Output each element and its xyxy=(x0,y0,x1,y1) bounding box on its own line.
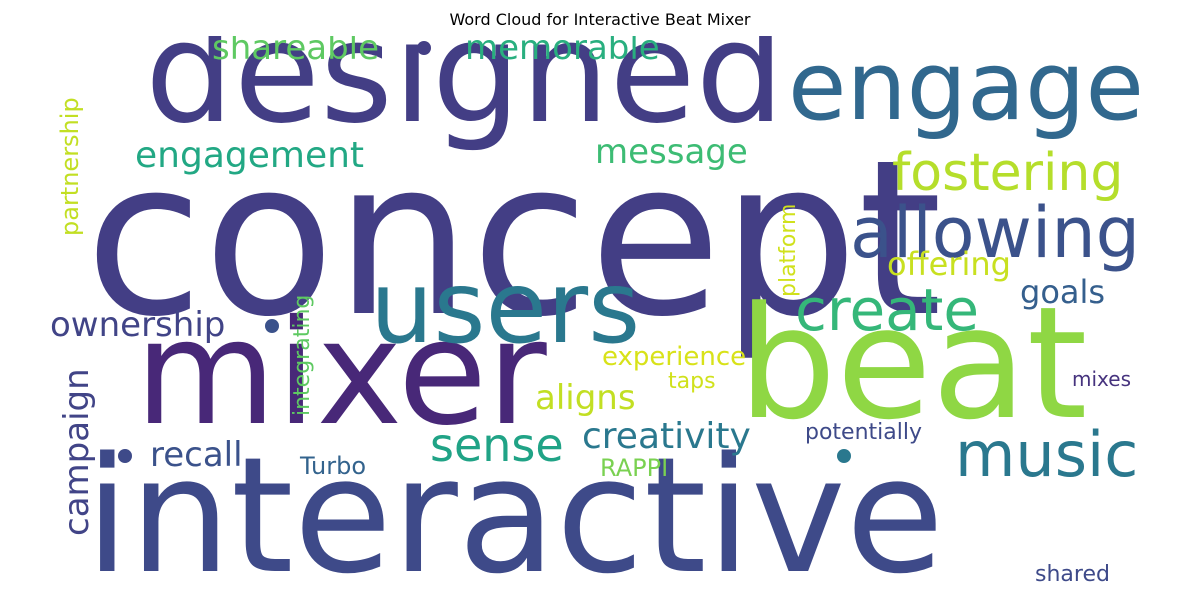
word-creativity: creativity xyxy=(582,416,751,457)
dot-mark xyxy=(417,41,431,55)
word-interactive: interactive xyxy=(85,422,945,591)
word-recall: recall xyxy=(150,435,243,475)
word-experience: experience xyxy=(602,342,747,372)
word-shared: shared xyxy=(1035,562,1110,587)
word-designed: designed xyxy=(145,36,785,155)
word-offering: offering xyxy=(887,245,1011,283)
word-engagement: engagement xyxy=(135,135,365,176)
chart-title: Word Cloud for Interactive Beat Mixer xyxy=(449,10,751,29)
word-partnership: partnership xyxy=(56,97,84,236)
word-turbo: Turbo xyxy=(300,452,367,480)
word-mixes: mixes xyxy=(1072,367,1131,391)
word-beat: beat xyxy=(738,273,1088,454)
word-taps: taps xyxy=(668,369,716,394)
word-concept: concept xyxy=(85,113,943,364)
word-users: users xyxy=(370,249,641,366)
word-rappi: RAPPI xyxy=(600,454,669,482)
word-aligns: aligns xyxy=(535,378,636,418)
word-fostering: fostering xyxy=(892,143,1124,203)
word-music: music xyxy=(955,418,1139,491)
word-integrating: integrating xyxy=(290,294,315,416)
word-create: create xyxy=(795,276,980,344)
word-sense: sense xyxy=(430,418,564,472)
word-memorable: memorable xyxy=(465,36,660,68)
word-allowing: allowing xyxy=(850,192,1141,274)
word-mixer: mixer xyxy=(135,289,547,458)
word-cloud: concept interactive designed mixer beat engag… xyxy=(40,36,1160,590)
word-potentially: potentially xyxy=(805,420,922,445)
word-engage: engage xyxy=(788,36,1144,142)
word-platform: platform xyxy=(776,203,801,297)
word-ownership: ownership xyxy=(50,305,226,345)
word-message: message xyxy=(595,132,748,172)
dot-mark xyxy=(837,449,851,463)
dot-mark xyxy=(118,449,132,463)
word-campaign: campaign xyxy=(57,368,97,536)
word-shareable: shareable xyxy=(212,36,380,68)
dot-mark xyxy=(265,319,279,333)
word-goals: goals xyxy=(1020,273,1106,311)
